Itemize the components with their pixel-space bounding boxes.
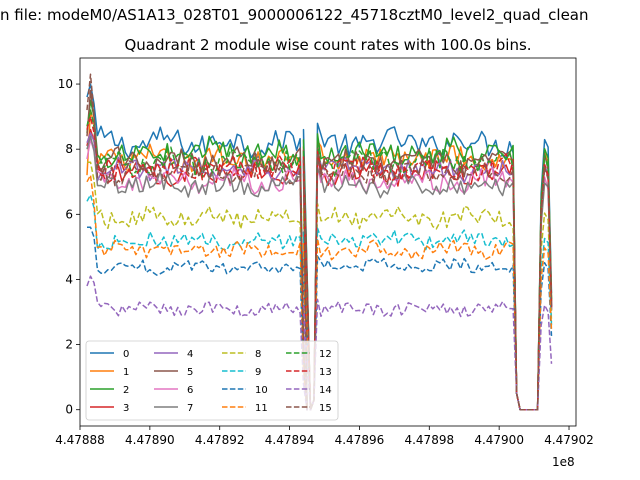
legend-label: 4 (187, 349, 193, 360)
legend-label: 1 (123, 367, 129, 378)
series-line-14 (86, 275, 553, 411)
series-line-0 (86, 83, 553, 411)
y-tick-label: 8 (65, 142, 73, 156)
y-tick-label: 2 (65, 338, 73, 352)
y-tick-label: 6 (65, 207, 73, 221)
legend-label: 8 (255, 349, 261, 360)
legend-label: 9 (255, 367, 261, 378)
legend-label: 14 (319, 385, 332, 396)
x-tick-label: 4.47902 (544, 433, 594, 447)
legend-label: 7 (187, 403, 193, 414)
series-line-12 (86, 109, 553, 411)
x-tick-label: 4.47894 (265, 433, 315, 447)
legend-label: 10 (255, 385, 268, 396)
series-line-11 (86, 174, 553, 411)
legend-label: 0 (123, 349, 129, 360)
series-layer (86, 73, 553, 411)
legend-label: 13 (319, 367, 332, 378)
y-tick-label: 10 (58, 77, 73, 91)
legend-label: 12 (319, 349, 332, 360)
series-line-15 (86, 73, 553, 411)
x-tick-label: 4.47900 (474, 433, 524, 447)
x-axis: 4.47888 4.47890 4.47892 4.47894 4.47896 4.478… (55, 426, 594, 447)
plot-frame (79, 57, 577, 427)
legend-label: 5 (187, 367, 193, 378)
legend-label: 6 (187, 385, 193, 396)
x-tick-label: 4.47888 (55, 433, 105, 447)
legend-label: 2 (123, 385, 129, 396)
legend-label: 15 (319, 403, 332, 414)
legend-label: 11 (255, 403, 268, 414)
legend-box (85, 340, 339, 421)
x-tick-label: 4.47892 (195, 433, 245, 447)
x-tick-label: 4.47896 (335, 433, 385, 447)
figure-suptitle: n file: modeM0/AS1A13_028T01_9000006122_… (0, 6, 589, 24)
chart-title: Quadrant 2 module wise count rates with … (124, 36, 532, 54)
series-line-13 (86, 115, 553, 411)
legend-label: 3 (123, 403, 129, 414)
series-line-9 (86, 194, 553, 411)
x-tick-label: 4.47890 (125, 433, 175, 447)
x-tick-label: 4.47898 (404, 433, 454, 447)
x-offset-label: 1e8 (552, 455, 575, 469)
y-tick-label: 4 (65, 272, 73, 286)
y-tick-label: 0 (65, 403, 73, 417)
y-axis: 0 2 4 6 8 10 (58, 77, 80, 417)
